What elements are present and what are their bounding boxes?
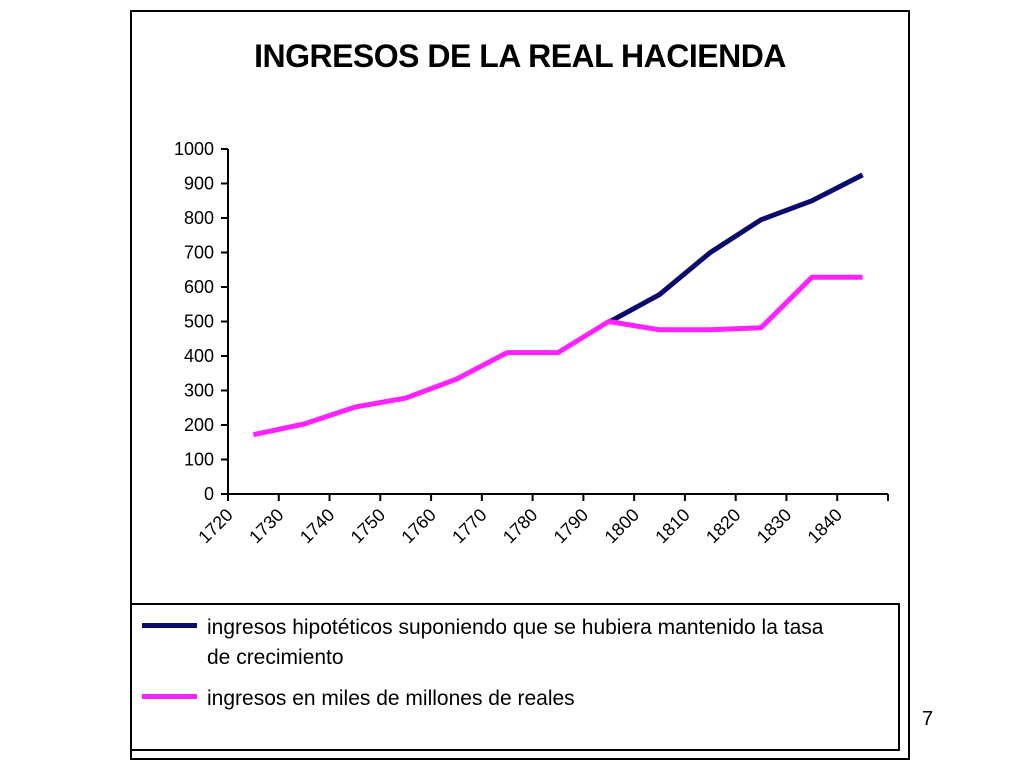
legend-label-hypothetical-line-2: de crecimiento [207,646,344,669]
x-tick-label: 1840 [804,505,846,547]
axes [227,149,888,495]
legend-label-hypothetical-line-1: ingresos hipotéticos suponiendo que se h… [207,616,824,639]
x-tick-label: 1790 [550,505,592,547]
y-tick-label: 200 [184,415,214,435]
x-tick-label: 1730 [245,505,287,547]
y-tick-label: 0 [204,484,214,504]
page-number: 7 [922,708,934,730]
legend-swatch-actual [142,694,197,699]
y-tick-label: 400 [184,346,214,366]
legend: ingresos hipotéticos suponiendo que se h… [130,603,900,751]
x-tick-label: 1830 [753,505,795,547]
legend-label-actual-line-1: ingresos en miles de millones de reales [207,687,575,710]
chart-title: INGRESOS DE LA REAL HACIENDA [254,38,786,74]
y-tick-label: 1000 [174,139,214,159]
chart-frame [130,10,910,760]
series-line-hypothetical [607,172,864,325]
x-tick-label: 1740 [296,505,338,547]
x-tick-label: 1800 [601,505,643,547]
y-tick-label: 700 [184,243,214,263]
y-tick-label: 100 [184,450,214,470]
legend-label-hypothetical: ingresos hipotéticos suponiendo que se h… [207,613,823,673]
x-tick-label: 1820 [702,505,744,547]
y-axis-ticks: 0 100 200 300 400 500 600 700 800 900 1000 [174,139,228,504]
x-tick-label: 1810 [651,505,693,547]
y-tick-label: 500 [184,312,214,332]
series-line-actual [252,274,863,438]
y-tick-label: 300 [184,381,214,401]
x-tick-label: 1760 [397,505,439,547]
plot-area: 0 100 200 300 400 500 600 700 800 900 1000 1720 173… [174,139,889,547]
y-tick-label: 800 [184,208,214,228]
x-axis-ticks: 1720 1730 1740 1750 1760 1770 1780 1790 1800 1810… [194,494,889,547]
x-tick-label: 1770 [448,505,490,547]
legend-label-actual: ingresos en miles de millones de reales [207,684,575,714]
x-tick-label: 1780 [499,505,541,547]
y-tick-label: 600 [184,277,214,297]
x-tick-label: 1750 [347,505,389,547]
legend-swatch-hypothetical [142,623,197,628]
x-tick-label: 1720 [194,505,236,547]
series-layer [252,172,864,438]
y-tick-label: 900 [184,174,214,194]
